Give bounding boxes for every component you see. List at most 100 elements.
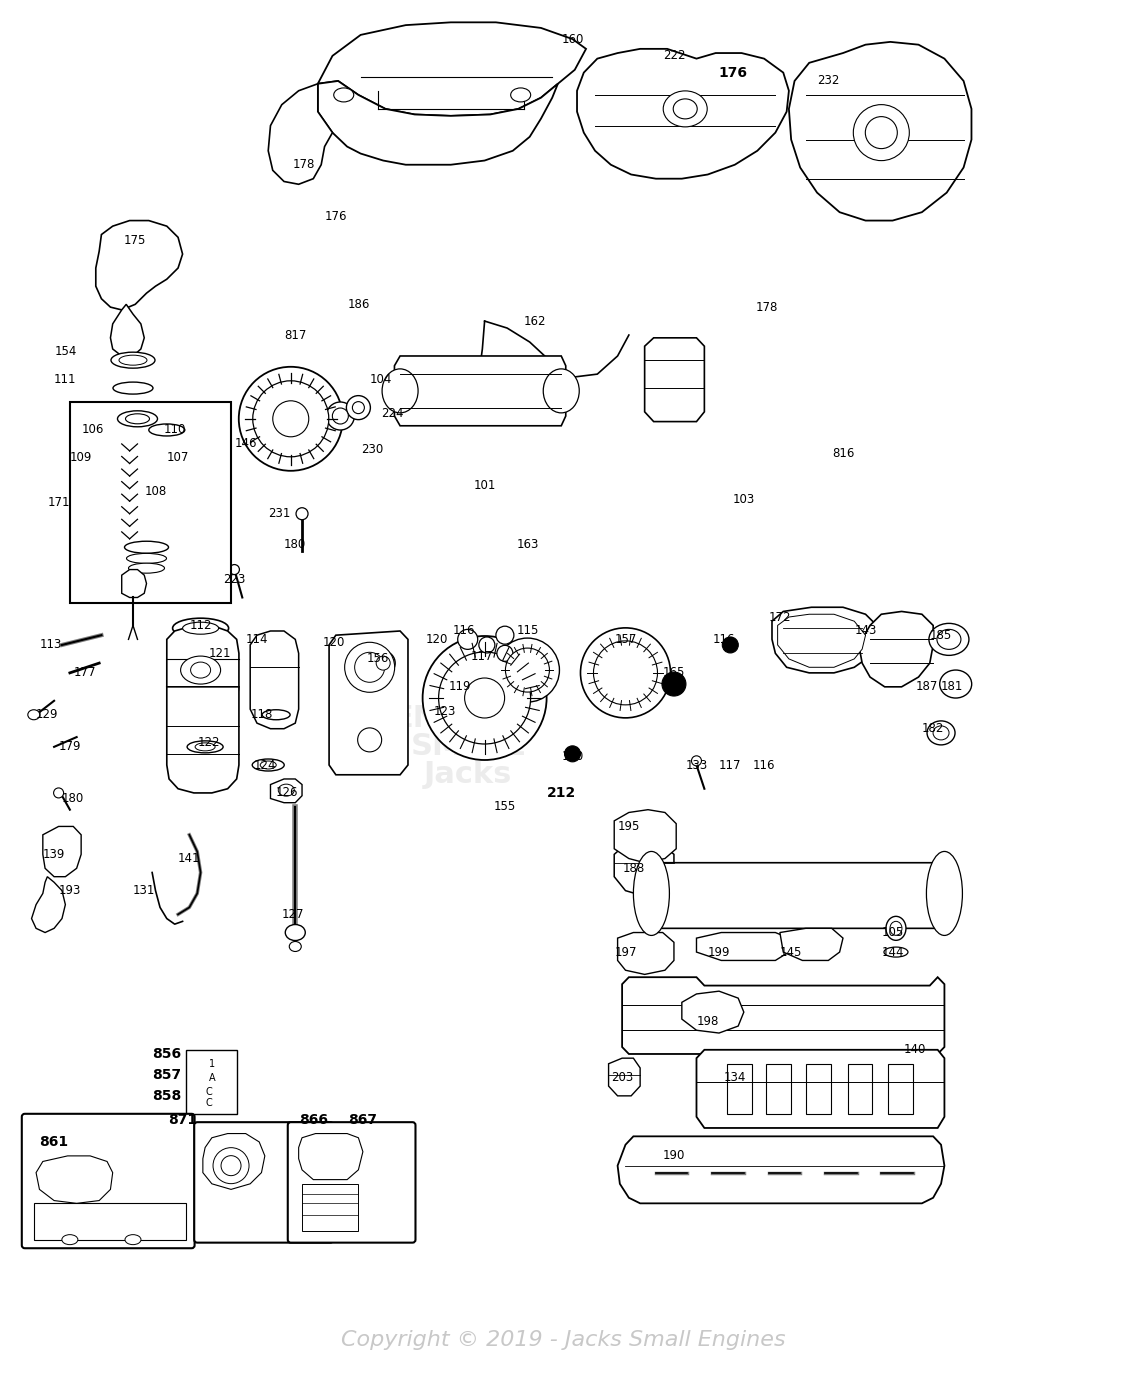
Ellipse shape: [327, 402, 354, 430]
Bar: [806, 1064, 831, 1114]
Polygon shape: [167, 687, 239, 793]
Ellipse shape: [113, 383, 153, 394]
Ellipse shape: [594, 641, 657, 705]
Text: 101: 101: [473, 479, 496, 493]
Text: 116: 116: [753, 758, 775, 772]
Ellipse shape: [119, 355, 147, 366]
Polygon shape: [299, 1134, 363, 1180]
Polygon shape: [318, 81, 558, 165]
Polygon shape: [614, 810, 676, 863]
Polygon shape: [203, 1134, 265, 1189]
Ellipse shape: [423, 637, 547, 759]
Text: 116: 116: [712, 632, 735, 646]
Text: 178: 178: [293, 158, 316, 172]
Text: 155: 155: [494, 800, 516, 814]
Ellipse shape: [543, 369, 579, 413]
Ellipse shape: [183, 623, 219, 634]
Text: 190: 190: [663, 1149, 685, 1163]
Polygon shape: [167, 625, 239, 715]
Ellipse shape: [886, 916, 906, 941]
Text: 103: 103: [733, 493, 755, 507]
Text: 866: 866: [299, 1113, 328, 1127]
Text: 223: 223: [223, 572, 246, 586]
FancyBboxPatch shape: [287, 1122, 416, 1242]
Ellipse shape: [285, 924, 305, 941]
Text: 232: 232: [817, 74, 840, 88]
Ellipse shape: [290, 941, 301, 952]
Text: C: C: [205, 1086, 212, 1097]
Ellipse shape: [692, 755, 701, 766]
Ellipse shape: [332, 408, 348, 424]
Polygon shape: [270, 779, 302, 803]
Text: SMALL: SMALL: [410, 733, 525, 761]
FancyBboxPatch shape: [194, 1122, 334, 1242]
Ellipse shape: [376, 656, 390, 670]
Text: 113: 113: [39, 638, 62, 652]
Polygon shape: [696, 1050, 944, 1128]
Polygon shape: [780, 928, 843, 960]
Bar: [34, 1203, 186, 1240]
Text: 123: 123: [434, 705, 456, 719]
Text: 171: 171: [47, 496, 70, 510]
Polygon shape: [268, 84, 332, 184]
Ellipse shape: [511, 88, 531, 102]
Text: 180: 180: [62, 792, 85, 805]
Text: 181: 181: [941, 680, 964, 694]
Ellipse shape: [28, 709, 39, 720]
Text: 193: 193: [59, 884, 81, 898]
Text: 861: 861: [39, 1135, 69, 1149]
Ellipse shape: [357, 727, 382, 752]
Text: 182: 182: [922, 722, 944, 736]
Text: 154: 154: [54, 345, 77, 359]
Ellipse shape: [866, 117, 897, 148]
Ellipse shape: [382, 369, 418, 413]
Ellipse shape: [505, 648, 550, 692]
Polygon shape: [618, 933, 674, 974]
Text: 114: 114: [246, 632, 268, 646]
Ellipse shape: [633, 852, 669, 935]
Text: 176: 176: [718, 66, 747, 80]
Ellipse shape: [464, 678, 505, 718]
Text: 110: 110: [163, 423, 186, 437]
Ellipse shape: [734, 1081, 743, 1092]
Text: 177: 177: [73, 666, 96, 680]
Bar: [727, 1064, 752, 1114]
Polygon shape: [394, 356, 566, 426]
Text: 230: 230: [361, 443, 383, 456]
Text: 134: 134: [724, 1071, 746, 1085]
Ellipse shape: [296, 508, 308, 519]
Ellipse shape: [853, 105, 909, 161]
Bar: [186, 1050, 237, 1114]
Text: 112: 112: [189, 618, 212, 632]
Ellipse shape: [673, 99, 698, 119]
Ellipse shape: [928, 720, 955, 745]
Text: Copyright © 2019 - Jacks Small Engines: Copyright © 2019 - Jacks Small Engines: [341, 1330, 786, 1350]
Text: 120: 120: [426, 632, 449, 646]
Polygon shape: [618, 1136, 944, 1203]
Text: 121: 121: [208, 646, 231, 660]
Polygon shape: [577, 49, 789, 179]
Polygon shape: [772, 607, 877, 673]
Text: 212: 212: [547, 786, 576, 800]
Ellipse shape: [239, 367, 343, 470]
Polygon shape: [110, 304, 144, 356]
Text: A: A: [208, 1072, 215, 1083]
Text: 162: 162: [524, 314, 547, 328]
Ellipse shape: [117, 410, 158, 427]
Ellipse shape: [126, 553, 167, 564]
Text: 145: 145: [780, 945, 802, 959]
Ellipse shape: [722, 637, 738, 653]
Text: 197: 197: [614, 945, 637, 959]
Bar: [302, 1184, 358, 1231]
Text: 130: 130: [561, 750, 584, 764]
Text: 129: 129: [36, 708, 59, 722]
Text: 224: 224: [381, 406, 403, 420]
Ellipse shape: [890, 921, 902, 935]
Ellipse shape: [663, 91, 708, 127]
Polygon shape: [609, 1058, 640, 1096]
Ellipse shape: [125, 1234, 141, 1245]
Text: 203: 203: [611, 1071, 633, 1085]
Text: 131: 131: [133, 884, 156, 898]
Text: 1: 1: [208, 1058, 215, 1069]
Text: 104: 104: [370, 373, 392, 387]
